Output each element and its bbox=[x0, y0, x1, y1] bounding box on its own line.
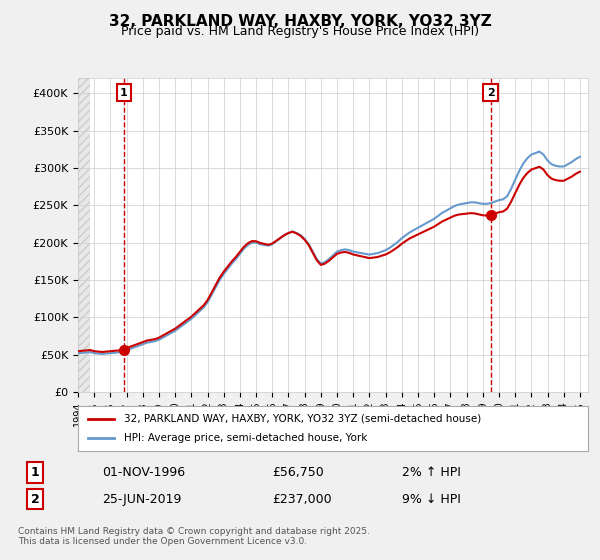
Text: HPI: Average price, semi-detached house, York: HPI: Average price, semi-detached house,… bbox=[124, 433, 367, 444]
Text: 1: 1 bbox=[31, 466, 39, 479]
Text: 25-JUN-2019: 25-JUN-2019 bbox=[103, 493, 182, 506]
Text: 2% ↑ HPI: 2% ↑ HPI bbox=[401, 466, 460, 479]
Text: £237,000: £237,000 bbox=[272, 493, 331, 506]
Text: 32, PARKLAND WAY, HAXBY, YORK, YO32 3YZ (semi-detached house): 32, PARKLAND WAY, HAXBY, YORK, YO32 3YZ … bbox=[124, 413, 481, 423]
Text: Price paid vs. HM Land Registry's House Price Index (HPI): Price paid vs. HM Land Registry's House … bbox=[121, 25, 479, 38]
Text: 2: 2 bbox=[487, 88, 494, 98]
Text: 9% ↓ HPI: 9% ↓ HPI bbox=[401, 493, 460, 506]
Text: Contains HM Land Registry data © Crown copyright and database right 2025.
This d: Contains HM Land Registry data © Crown c… bbox=[18, 526, 370, 546]
Text: 1: 1 bbox=[120, 88, 128, 98]
Text: 32, PARKLAND WAY, HAXBY, YORK, YO32 3YZ: 32, PARKLAND WAY, HAXBY, YORK, YO32 3YZ bbox=[109, 14, 491, 29]
Text: £56,750: £56,750 bbox=[272, 466, 323, 479]
Text: 01-NOV-1996: 01-NOV-1996 bbox=[103, 466, 186, 479]
Text: 2: 2 bbox=[31, 493, 39, 506]
